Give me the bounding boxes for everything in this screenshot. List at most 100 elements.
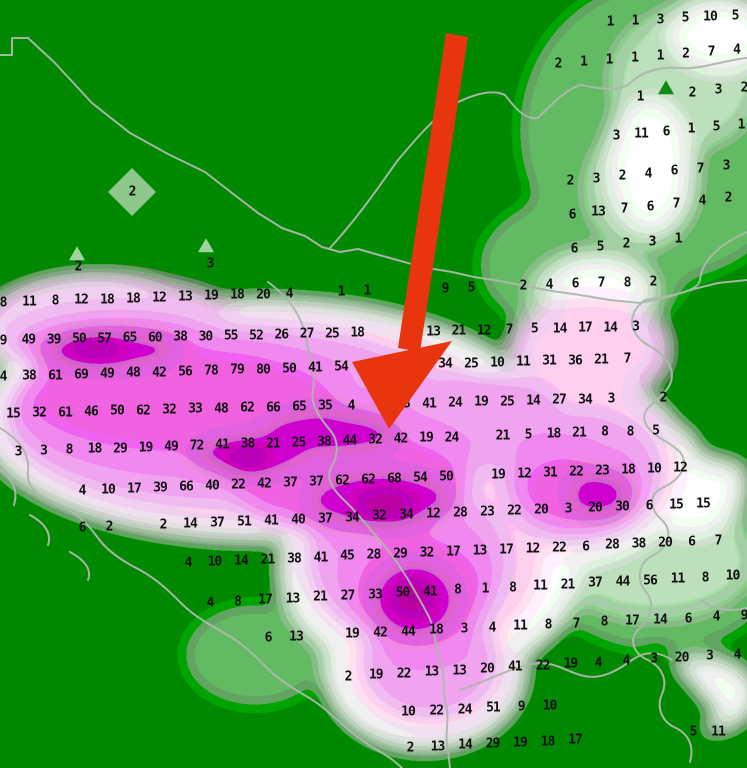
grid-value: 62 [335, 473, 350, 489]
grid-value: 56 [178, 364, 193, 380]
grid-value: 7 [714, 533, 723, 549]
grid-value: 1 [337, 284, 346, 300]
grid-value: 8 [626, 424, 635, 440]
grid-value: 29 [485, 736, 501, 752]
grid-value: 50 [72, 331, 87, 347]
grid-value: 42 [393, 431, 409, 447]
grid-value: 18 [126, 291, 141, 307]
grid-value: 21 [572, 425, 587, 441]
grid-value: 14 [183, 516, 198, 532]
grid-value: 4 [206, 595, 215, 611]
grid-value: 5 [596, 239, 605, 254]
grid-value: 37 [283, 475, 298, 491]
grid-value: 12 [525, 541, 541, 557]
grid-value: 4 [644, 166, 653, 181]
grid-value: 44 [401, 624, 416, 639]
grid-value: 21 [260, 552, 276, 568]
grid-value: 17 [446, 544, 461, 560]
grid-value: 49 [21, 332, 36, 348]
grid-value: 20 [658, 535, 673, 551]
grid-value: 13 [591, 204, 606, 220]
grid-value: 18 [546, 426, 562, 442]
grid-value: 10 [542, 698, 558, 714]
grid-value: 4 [285, 286, 294, 302]
grid-value: 2 [159, 517, 168, 533]
grid-value: 48 [214, 401, 229, 417]
grid-value: 12 [517, 466, 532, 482]
grid-value: 25 [291, 435, 307, 451]
grid-value: 65 [122, 330, 138, 346]
grid-value: 2 [344, 669, 353, 685]
grid-value: 19 [368, 667, 384, 683]
grid-value: 62 [361, 472, 376, 488]
grid-value: 32 [372, 508, 387, 524]
grid-value: 10 [647, 461, 662, 477]
tree-icon [69, 246, 85, 261]
grid-value: 21 [266, 436, 281, 451]
grid-value: 31 [543, 465, 558, 481]
grid-value: 8 [600, 614, 609, 630]
grid-value: 62 [240, 400, 255, 416]
grid-value: 6 [78, 520, 87, 536]
grid-value: 20 [588, 500, 603, 516]
grid-value: 4 [622, 653, 631, 669]
grid-value: 2 [618, 168, 627, 184]
grid-value: 4 [733, 42, 741, 58]
grid-value: 27 [340, 588, 356, 604]
grid-value: 1 [605, 52, 614, 68]
grid-value: 41 [507, 659, 523, 675]
grid-value: 2 [682, 46, 690, 62]
grid-value: 2 [554, 56, 563, 72]
grid-value: 6 [568, 207, 577, 223]
grid-value: 39 [153, 480, 168, 496]
grid-value: 32 [32, 405, 47, 421]
grid-value: 18 [621, 462, 636, 478]
grid-value: 19 [345, 626, 360, 642]
grid-value: 29 [113, 441, 128, 457]
grid-value: 22 [552, 540, 567, 556]
grid-value: 12 [152, 290, 167, 306]
grid-value: 10 [207, 554, 223, 570]
grid-value: 24 [444, 430, 460, 446]
grid-value: 4 [698, 193, 707, 209]
grid-value: 6 [684, 611, 693, 626]
grid-value: 2 [688, 85, 697, 101]
grid-value: 14 [458, 737, 473, 753]
grid-value: 8 [544, 617, 553, 633]
grid-value: 54 [413, 470, 428, 486]
grid-value: 11 [513, 618, 528, 634]
grid-value: 17 [568, 732, 583, 748]
grid-value: 11 [634, 126, 649, 142]
grid-value: 13 [178, 289, 193, 305]
grid-value: 6 [645, 498, 654, 514]
grid-value: 22 [429, 703, 444, 719]
grid-value: 25 [325, 326, 340, 342]
grid-value: 3 [14, 444, 23, 460]
grid-value: 18 [100, 292, 115, 308]
grid-value: 37 [309, 474, 324, 490]
grid-value: 18 [540, 734, 556, 749]
grid-value: 39 [46, 332, 62, 348]
grid-value: 55 [223, 328, 239, 344]
grid-value: 17 [499, 542, 514, 558]
grid-value: 22 [396, 666, 412, 682]
grid-value: 15 [6, 406, 21, 422]
grid-value: 8 [65, 442, 74, 458]
grid-value: 11 [533, 578, 548, 594]
grid-value: 51 [486, 700, 501, 716]
grid-value: 8 [701, 570, 710, 586]
grid-value: 49 [164, 439, 179, 455]
grid-value: 2 [566, 173, 575, 189]
grid-value: 6 [662, 124, 671, 140]
grid-value: 1 [481, 581, 490, 597]
grid-value: 48 [126, 365, 141, 381]
grid-value: 19 [474, 394, 489, 410]
grid-value: 8 [454, 582, 462, 598]
grid-value: 13 [430, 739, 446, 755]
grid-value: 13 [452, 663, 467, 679]
grid-value: 4 [545, 277, 554, 293]
grid-value: 17 [625, 613, 640, 629]
grid-value: 7 [696, 161, 705, 176]
